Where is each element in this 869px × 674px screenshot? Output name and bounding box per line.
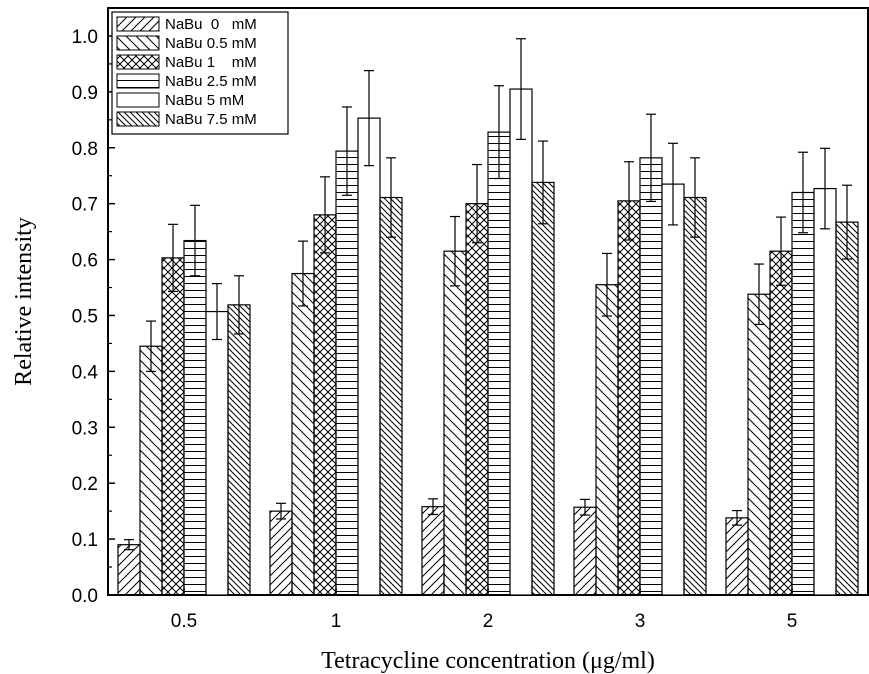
y-tick-label: 0.2 xyxy=(72,474,98,495)
bar xyxy=(835,221,859,596)
y-tick-label: 0.8 xyxy=(72,139,98,160)
bar xyxy=(335,150,359,596)
bar xyxy=(161,257,185,596)
bar xyxy=(139,345,163,596)
bar xyxy=(725,517,749,596)
bar xyxy=(465,203,489,596)
legend-swatch xyxy=(116,35,160,51)
bar xyxy=(769,250,793,596)
bar xyxy=(791,191,815,596)
y-tick-label: 0.6 xyxy=(72,251,98,272)
x-tick-label: 5 xyxy=(787,611,798,632)
legend-label: NaBu 2.5 mM xyxy=(165,73,257,90)
bar xyxy=(227,304,251,596)
legend-label: NaBu 1 mM xyxy=(165,54,257,71)
legend-swatch xyxy=(116,111,160,127)
bar xyxy=(205,310,229,596)
y-tick-label: 0.1 xyxy=(72,530,98,551)
bar xyxy=(313,214,337,596)
bar xyxy=(421,506,445,596)
bar xyxy=(683,196,707,596)
bar xyxy=(639,157,663,596)
bar xyxy=(573,506,597,596)
bar xyxy=(117,544,141,596)
x-axis-title: Tetracycline concentration (μg/ml) xyxy=(321,648,655,674)
legend-swatch xyxy=(116,16,160,32)
bar xyxy=(531,181,555,596)
x-tick-label: 0.5 xyxy=(171,611,197,632)
legend-swatch xyxy=(116,92,160,108)
y-tick-label: 1.0 xyxy=(72,27,98,48)
bar xyxy=(443,250,467,596)
bar xyxy=(595,284,619,596)
bar xyxy=(379,196,403,596)
legend-swatch xyxy=(116,73,160,89)
bar xyxy=(509,88,533,596)
bar xyxy=(747,293,771,596)
y-axis-title: Relative intensity xyxy=(11,217,37,386)
x-tick-label: 1 xyxy=(331,611,342,632)
legend-label: NaBu 0 mM xyxy=(165,16,257,33)
y-tick-label: 0.9 xyxy=(72,83,98,104)
legend-label: NaBu 5 mM xyxy=(165,92,244,109)
legend-label: NaBu 0.5 mM xyxy=(165,35,257,52)
bar xyxy=(813,187,837,596)
bar xyxy=(357,117,381,596)
bar xyxy=(617,200,641,596)
y-tick-label: 0.7 xyxy=(72,195,98,216)
y-tick-label: 0.5 xyxy=(72,306,98,327)
y-tick-label: 0.4 xyxy=(72,362,99,383)
x-tick-label: 2 xyxy=(483,611,494,632)
y-tick-label: 0.0 xyxy=(72,586,98,607)
bar xyxy=(291,272,315,596)
legend-swatch xyxy=(116,54,160,70)
bar xyxy=(661,183,685,596)
bar xyxy=(183,239,207,596)
bar xyxy=(269,510,293,596)
x-tick-label: 3 xyxy=(635,611,646,632)
legend-label: NaBu 7.5 mM xyxy=(165,111,257,128)
y-tick-label: 0.3 xyxy=(72,418,98,439)
bar xyxy=(487,131,511,596)
